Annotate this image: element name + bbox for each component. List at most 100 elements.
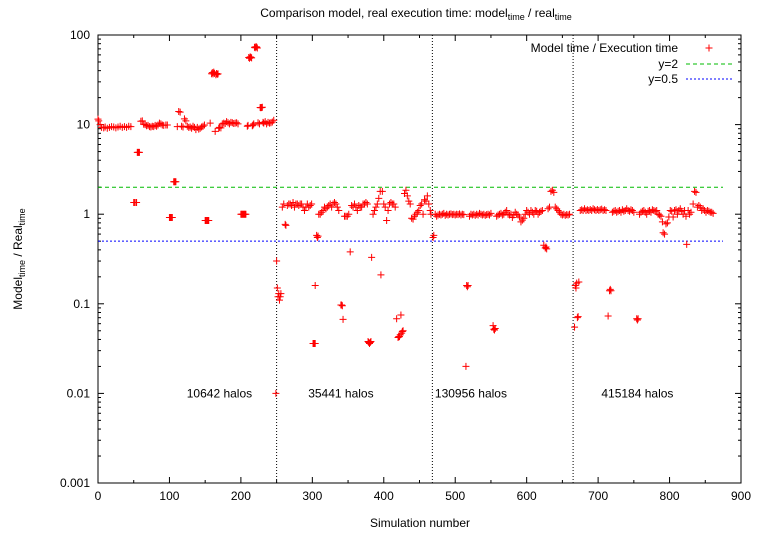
data-point xyxy=(497,209,505,217)
data-point xyxy=(668,207,676,215)
x-tick-label: 300 xyxy=(302,489,322,503)
data-point xyxy=(663,219,671,227)
data-point xyxy=(684,206,692,214)
data-point xyxy=(516,213,524,221)
data-point xyxy=(214,70,222,78)
halo-annotation: 130956 halos xyxy=(435,386,507,400)
data-point xyxy=(687,208,695,216)
data-point xyxy=(273,257,281,265)
y-tick-label: 0.001 xyxy=(60,476,90,490)
data-point xyxy=(163,121,171,129)
data-point xyxy=(538,206,546,214)
data-point xyxy=(311,340,319,348)
data-point xyxy=(462,362,470,370)
data-point xyxy=(258,103,266,111)
data-point xyxy=(362,199,370,207)
x-tick-label: 600 xyxy=(517,489,537,503)
data-point xyxy=(695,202,703,210)
data-point xyxy=(589,205,597,213)
data-point xyxy=(460,211,468,219)
data-point xyxy=(314,232,322,240)
data-point xyxy=(372,203,380,211)
data-point xyxy=(601,206,609,214)
data-point xyxy=(544,205,552,213)
x-tick-label: 800 xyxy=(660,489,680,503)
data-point xyxy=(692,188,700,196)
data-point xyxy=(416,202,424,210)
data-point xyxy=(366,338,374,346)
data-point xyxy=(607,287,615,295)
data-point xyxy=(94,115,102,123)
data-point xyxy=(531,206,539,214)
data-point xyxy=(661,230,669,238)
data-point xyxy=(144,121,152,129)
data-point xyxy=(682,212,690,220)
data-point xyxy=(370,206,378,214)
data-point xyxy=(421,196,429,204)
data-point xyxy=(383,217,391,225)
data-point xyxy=(345,210,353,218)
data-point xyxy=(491,326,499,334)
data-point xyxy=(353,206,361,214)
data-point xyxy=(206,119,214,127)
data-point xyxy=(554,206,562,214)
data-point xyxy=(248,54,256,62)
data-point xyxy=(233,119,241,127)
data-point xyxy=(95,117,103,125)
data-point xyxy=(418,200,426,208)
data-point xyxy=(369,210,377,218)
y-tick-label: 1 xyxy=(83,207,90,221)
data-point xyxy=(338,302,346,310)
data-point xyxy=(403,192,411,200)
y-tick-label: 10 xyxy=(77,118,91,132)
data-point xyxy=(288,202,296,210)
halo-annotation: 35441 halos xyxy=(308,386,373,400)
legend-label-y2: y=2 xyxy=(658,57,678,71)
data-point xyxy=(367,337,375,345)
data-point xyxy=(683,240,691,248)
legend-marker-series xyxy=(705,44,713,52)
data-point xyxy=(189,122,197,130)
data-point xyxy=(503,206,511,214)
data-point xyxy=(391,203,399,211)
data-point xyxy=(153,122,161,130)
data-point xyxy=(278,203,286,211)
data-point xyxy=(242,210,250,218)
data-point xyxy=(602,206,610,214)
data-point xyxy=(205,217,213,225)
x-tick-labels: 0 100 200 300 400 500 600 700 800 900 xyxy=(95,489,752,503)
data-point xyxy=(703,206,711,214)
data-point xyxy=(277,290,285,298)
x-tick-label: 200 xyxy=(231,489,251,503)
y-axis-label: Modeltime / Realtime xyxy=(11,208,27,309)
x-axis-label: Simulation number xyxy=(370,516,470,530)
data-point xyxy=(135,148,143,156)
data-point xyxy=(669,213,677,221)
legend: Model time / Execution time y=2 y=0.5 xyxy=(531,41,732,86)
data-point xyxy=(644,207,652,215)
data-point xyxy=(402,186,410,194)
halo-annotation: 10642 halos xyxy=(187,386,252,400)
data-point xyxy=(138,117,146,125)
y-tick-label: 0.1 xyxy=(73,297,90,311)
data-point xyxy=(463,283,471,291)
x-tick-label: 0 xyxy=(95,489,102,503)
halo-annotation: 415184 halos xyxy=(601,386,673,400)
data-point xyxy=(705,207,713,215)
data-point xyxy=(398,328,406,336)
data-point xyxy=(358,203,366,211)
data-point xyxy=(571,323,579,331)
data-point xyxy=(422,197,430,205)
data-point xyxy=(390,200,398,208)
data-point xyxy=(518,216,526,224)
data-point xyxy=(543,245,551,253)
data-point xyxy=(332,200,340,208)
data-point xyxy=(175,108,183,116)
data-point xyxy=(141,121,149,129)
data-point xyxy=(346,248,354,256)
data-point xyxy=(253,43,261,51)
data-point xyxy=(653,206,661,214)
data-point xyxy=(550,188,558,196)
data-point xyxy=(409,215,417,223)
